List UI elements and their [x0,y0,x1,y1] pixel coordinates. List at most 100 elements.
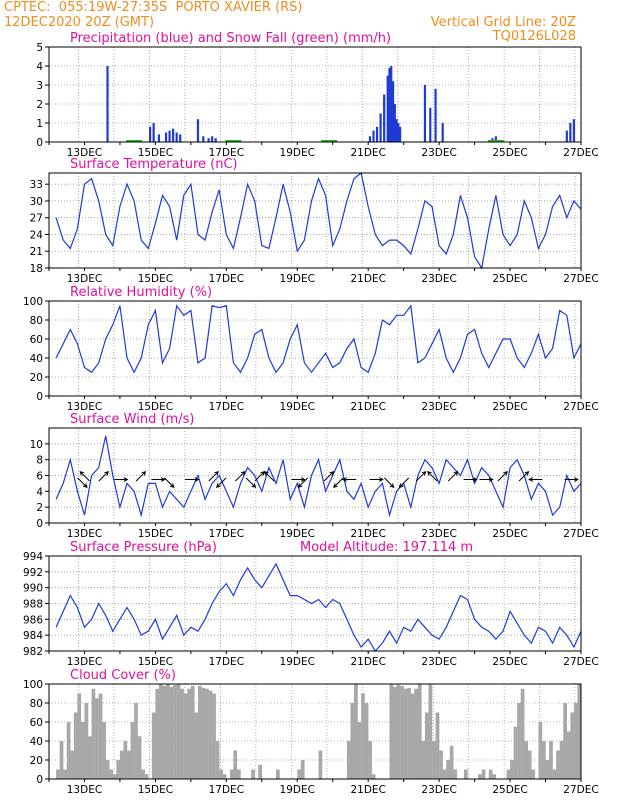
series-line [55,304,582,374]
cloud-bar [463,769,468,779]
run-date: 12DEC2020 20Z (GMT) [4,15,155,30]
x-tick-label: 15DEC [138,656,173,668]
cloud-bar [173,684,177,779]
precip-bar [164,132,168,142]
cloud-bar [570,712,575,779]
x-tick-label: 13DEC [67,528,102,540]
precip-bar [211,136,214,142]
cloud-bar [361,693,365,779]
x-tick-label: 27DEC [563,656,598,668]
y-tick-label: 100 [23,296,43,308]
precip-bar [106,66,109,142]
precip-bar [397,123,400,142]
precip-bar [172,128,175,142]
cloud-bar [488,769,493,779]
precip-bar [565,130,568,142]
cloud-bar [552,769,557,779]
panel-title: Cloud Cover (%) [70,668,176,683]
x-tick-label: 13DEC [67,401,102,413]
wind-arrow [216,477,227,488]
cloud-bar [517,703,521,779]
series-line [55,562,582,653]
x-tick-label: 23DEC [421,401,456,413]
y-tick-label: 4 [36,61,43,73]
cloud-bar [56,769,60,779]
cloud-bar [77,693,82,779]
panel-subtitle: Model Altitude: 197.114 m [300,540,473,555]
wind-arrow [384,477,395,488]
cloud-bar [197,685,202,779]
cloud-bar [116,760,121,779]
cloud-bar [403,688,408,779]
precip-bar [434,88,437,142]
x-tick-label: 19DEC [280,273,315,285]
panel-frame [48,555,582,652]
wind-arrow [235,471,246,482]
x-tick-label: 13DEC [67,784,102,796]
x-tick-label: 23DEC [421,147,456,159]
cloud-bar [137,736,142,779]
wind-arrow-head [141,470,147,476]
cloud-bar [432,741,436,779]
y-tick-label: 33 [30,179,43,191]
precip-bar [393,104,396,142]
cloud-bar [442,769,447,779]
snow-bar [321,140,338,142]
cloud-bar [407,687,411,779]
cloud-bar [258,764,262,779]
wind-arrow-head [104,470,109,476]
x-tick-label: 15DEC [138,147,173,159]
x-tick-label: 19DEC [280,656,315,668]
cloud-bar [194,712,199,779]
cloud-bar [219,769,223,779]
y-tick-label: 27 [30,213,43,225]
panel-title: Relative Humidity (%) [70,285,212,300]
wind-arrow-head [79,470,85,476]
precip-bar [569,123,572,142]
x-tick-label: 25DEC [492,273,527,285]
x-tick-label: 13DEC [67,147,102,159]
wind-arrow-head [251,483,257,488]
cloud-bar [66,722,71,779]
series-line [55,435,582,518]
cloud-bar [187,688,192,779]
wind-arrow-head [216,483,221,488]
wind-arrow-head [453,470,459,476]
cloud-bar [424,712,429,779]
cloud-bar [95,698,99,779]
panel-frame [48,300,582,397]
wind-arrow-head [488,477,494,482]
wind-arrow [447,471,458,482]
cloud-bar [102,722,106,779]
cloud-bar [176,684,181,779]
x-tick-label: 15DEC [138,401,173,413]
station-header: CPTEC: 055:19W-27:35S PORTO XAVIER (RS) [4,0,303,15]
cloud-bar [350,703,355,779]
wind-arrow-head [421,470,427,476]
x-tick-label: 25DEC [492,784,527,796]
y-tick-label: 60 [30,717,43,729]
cloud-bar [364,703,369,779]
x-tick-label: 25DEC [492,401,527,413]
wind-arrow [323,471,334,482]
wind-arrow [208,471,219,482]
panel-frame [48,46,582,143]
y-tick-label: 20 [30,755,43,767]
wind-arrow-head [300,477,306,482]
wind-arrow [79,471,90,482]
y-tick-label: 990 [23,583,43,595]
cloud-bar [346,741,351,779]
x-tick-label: 13DEC [67,656,102,668]
y-tick-label: 992 [23,567,43,579]
x-tick-label: 21DEC [350,528,385,540]
cloud-bar [439,750,443,779]
x-tick-label: 27DEC [563,273,598,285]
x-tick-label: 17DEC [209,273,244,285]
y-tick-label: 24 [30,229,44,241]
x-tick-label: 27DEC [563,147,598,159]
y-tick-label: 0 [36,391,43,403]
cloud-bar [400,685,404,779]
cloud-bar [531,769,536,779]
snow-bar [126,140,143,142]
